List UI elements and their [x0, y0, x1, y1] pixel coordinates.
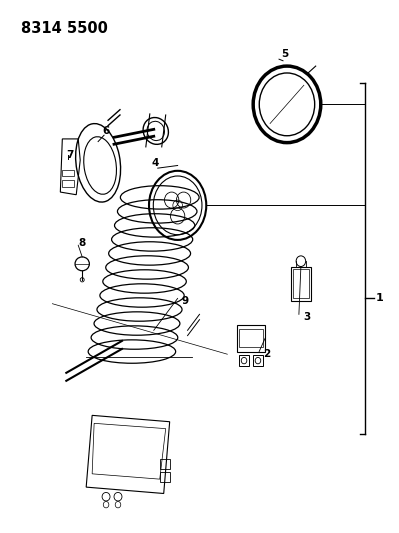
- Text: 4: 4: [152, 158, 159, 168]
- Text: 7: 7: [66, 150, 74, 160]
- Bar: [293, 269, 309, 298]
- Bar: [253, 355, 263, 367]
- Text: 8314 5500: 8314 5500: [21, 21, 107, 36]
- Text: 1: 1: [375, 293, 383, 303]
- Text: 8: 8: [78, 238, 85, 247]
- Text: 2: 2: [263, 349, 271, 359]
- Bar: [62, 169, 74, 176]
- Text: 5: 5: [281, 49, 288, 59]
- Bar: [62, 180, 74, 187]
- Bar: [291, 266, 311, 301]
- Bar: [160, 459, 170, 469]
- Text: 3: 3: [303, 312, 310, 322]
- Text: 9: 9: [182, 296, 189, 306]
- Bar: [239, 355, 249, 367]
- Text: 6: 6: [102, 126, 109, 136]
- Bar: [239, 329, 263, 348]
- Bar: [160, 472, 170, 482]
- Bar: [237, 325, 265, 352]
